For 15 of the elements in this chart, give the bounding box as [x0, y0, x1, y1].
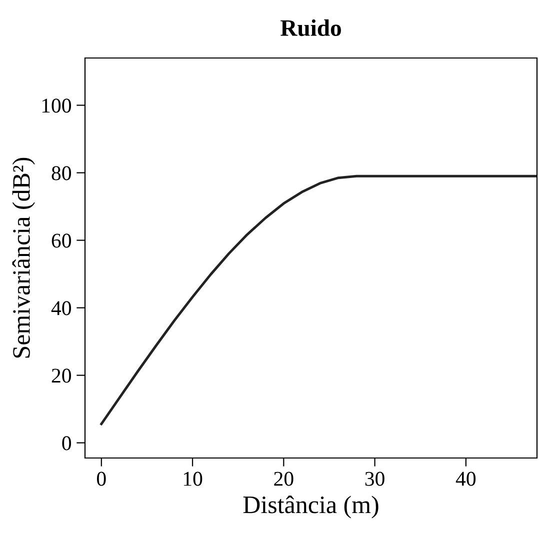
x-axis-title: Distância (m) — [243, 496, 378, 518]
line-series — [100, 174, 537, 426]
y-tick-label: 60 — [52, 234, 72, 248]
y-axis-title: Semivariância (dB²) — [12, 158, 35, 358]
y-tick-label: 100 — [42, 98, 72, 113]
x-tick-label: 40 — [456, 472, 476, 486]
x-tick-label: 30 — [365, 472, 384, 486]
x-tick-label: 10 — [184, 472, 202, 486]
y-tick-label: 40 — [51, 301, 72, 316]
chart-title: Ruido — [280, 19, 341, 36]
y-tick-label: 80 — [52, 166, 72, 180]
y-tick-label: 20 — [52, 368, 72, 383]
x-tick-label: 0 — [96, 472, 106, 486]
y-tick-label: 0 — [62, 436, 72, 450]
x-tick-label: 20 — [274, 472, 294, 486]
